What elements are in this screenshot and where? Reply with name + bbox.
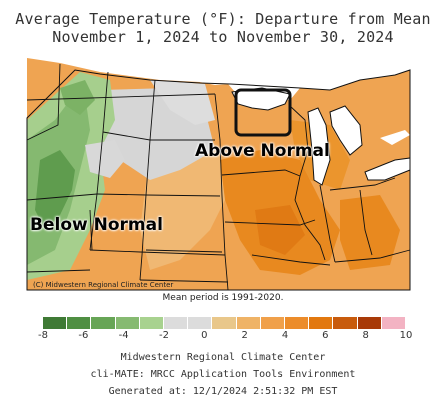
legend-swatch	[381, 317, 407, 329]
below-normal-label: Below Normal	[30, 215, 163, 235]
map-fill	[27, 58, 410, 290]
legend-swatch	[236, 317, 261, 329]
legend-swatch	[43, 317, 68, 329]
legend-swatch	[357, 317, 382, 329]
legend-swatch	[333, 317, 358, 329]
legend-swatch	[309, 317, 334, 329]
legend-tick-label: -4	[118, 330, 129, 341]
state-borders	[26, 63, 411, 291]
legend-tick-label: 10	[399, 330, 413, 341]
footer-line2: cli-MATE: MRCC Application Tools Environ…	[90, 369, 356, 380]
legend-swatch	[285, 317, 310, 329]
legend-tick-label: -2	[159, 330, 169, 341]
legend-swatch	[260, 317, 286, 329]
legend-swatch	[115, 317, 140, 329]
legend-swatch	[164, 317, 189, 329]
footer-line3: Generated at: 12/1/2024 2:51:32 PM EST	[108, 386, 338, 397]
mean-period-text: Mean period is 1991-2020.	[162, 293, 284, 303]
legend-swatch	[67, 317, 92, 329]
map-outline	[26, 69, 411, 291]
legend-tick-label: 8	[362, 330, 369, 341]
legend-tick-label: -6	[78, 330, 89, 341]
legend-tick-label: 2	[241, 330, 248, 341]
map-title-line1: Average Temperature (°F): Departure from…	[15, 10, 431, 28]
legend-tick-label: 0	[201, 330, 208, 341]
color-legend	[43, 317, 407, 329]
legend-tick-label: 4	[281, 330, 289, 341]
highlight-box	[234, 88, 292, 137]
legend-swatch	[91, 317, 116, 329]
legend-swatch	[139, 317, 165, 329]
map-title-line2: November 1, 2024 to November 30, 2024	[52, 28, 394, 46]
footer-line1: Midwestern Regional Climate Center	[120, 352, 326, 363]
above-normal-label: Above Normal	[195, 141, 330, 161]
credit-text: (C) Midwestern Regional Climate Center	[33, 281, 174, 289]
legend-tick-label: -8	[38, 330, 48, 341]
legend-swatch	[212, 317, 237, 329]
legend-tick-label: 6	[322, 330, 329, 341]
legend-swatch	[188, 317, 213, 329]
